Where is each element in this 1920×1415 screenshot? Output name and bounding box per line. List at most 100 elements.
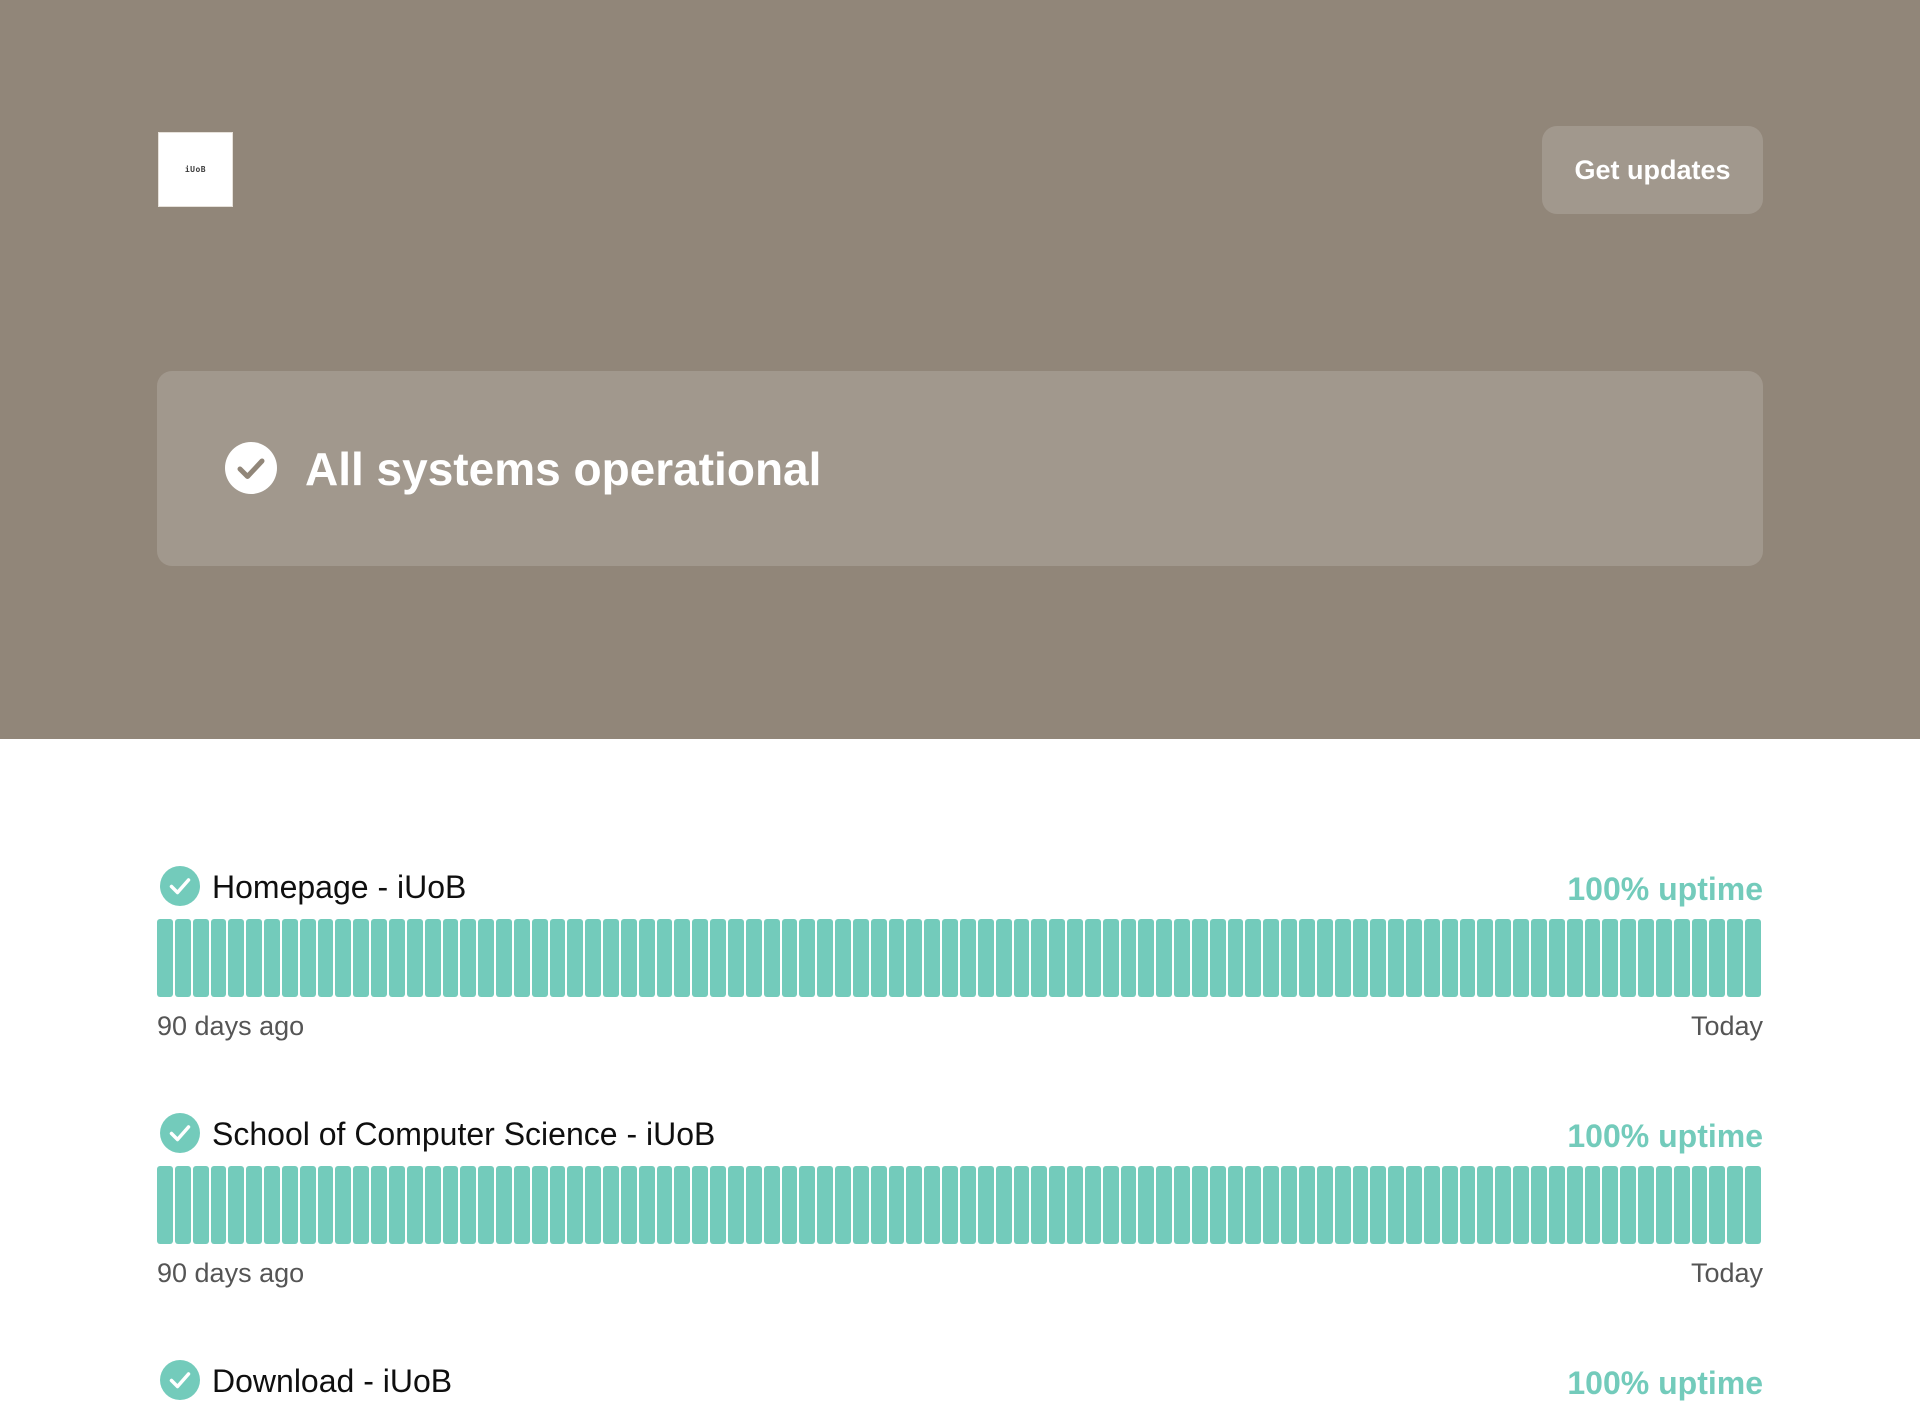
uptime-day-bar[interactable] [1334, 1166, 1351, 1244]
uptime-day-bar[interactable] [906, 919, 923, 997]
uptime-day-bar[interactable] [460, 919, 477, 997]
uptime-day-bar[interactable] [317, 919, 334, 997]
uptime-day-bar[interactable] [942, 919, 958, 997]
uptime-day-bar[interactable] [1245, 919, 1262, 997]
uptime-day-bar[interactable] [924, 1166, 941, 1244]
uptime-day-bar[interactable] [424, 1166, 441, 1244]
uptime-day-bar[interactable] [1602, 919, 1619, 997]
uptime-day-bar[interactable] [1191, 1166, 1208, 1244]
uptime-day-bar[interactable] [585, 1166, 602, 1244]
uptime-day-bar[interactable] [710, 919, 726, 997]
uptime-day-bar[interactable] [1406, 919, 1422, 997]
uptime-day-bar[interactable] [1638, 919, 1654, 997]
uptime-day-bar[interactable] [1102, 919, 1119, 997]
uptime-day-bar[interactable] [674, 1166, 691, 1244]
component-name[interactable]: Homepage - iUoB [212, 869, 467, 905]
uptime-day-bar[interactable] [1013, 1166, 1030, 1244]
uptime-day-bar[interactable] [1548, 919, 1565, 997]
uptime-day-bar[interactable] [317, 1166, 334, 1244]
uptime-day-bar[interactable] [157, 1166, 173, 1244]
uptime-day-bar[interactable] [174, 919, 191, 997]
uptime-day-bar[interactable] [531, 1166, 548, 1244]
uptime-day-bar[interactable] [299, 919, 316, 997]
uptime-day-bar[interactable] [977, 919, 994, 997]
uptime-day-bar[interactable] [531, 919, 548, 997]
uptime-day-bar[interactable] [1423, 1166, 1440, 1244]
uptime-day-bar[interactable] [406, 1166, 423, 1244]
uptime-day-bar[interactable] [620, 919, 637, 997]
uptime-day-bar[interactable] [1745, 919, 1761, 997]
uptime-day-bar[interactable] [1673, 919, 1690, 997]
uptime-day-bar[interactable] [692, 919, 709, 997]
uptime-day-bar[interactable] [1352, 919, 1369, 997]
uptime-day-bar[interactable] [371, 1166, 387, 1244]
uptime-day-bar[interactable] [496, 1166, 512, 1244]
uptime-day-bar[interactable] [1120, 1166, 1137, 1244]
uptime-day-bar[interactable] [728, 919, 744, 997]
uptime-day-bar[interactable] [1709, 919, 1726, 997]
uptime-day-bar[interactable] [852, 1166, 869, 1244]
uptime-day-bar[interactable] [1441, 919, 1458, 997]
uptime-day-bar[interactable] [1495, 1166, 1512, 1244]
component-name[interactable]: School of Computer Science - iUoB [212, 1116, 716, 1152]
uptime-day-bar[interactable] [1602, 1166, 1619, 1244]
uptime-day-bar[interactable] [1441, 1166, 1458, 1244]
uptime-day-bar[interactable] [1334, 919, 1351, 997]
uptime-day-bar[interactable] [1388, 1166, 1405, 1244]
uptime-day-bar[interactable] [585, 919, 602, 997]
uptime-day-bar[interactable] [1709, 1166, 1726, 1244]
site-logo[interactable]: iUoB [158, 132, 233, 207]
uptime-day-bar[interactable] [674, 919, 691, 997]
uptime-day-bar[interactable] [1084, 1166, 1101, 1244]
uptime-day-bar[interactable] [1227, 1166, 1244, 1244]
uptime-day-bar[interactable] [852, 919, 869, 997]
uptime-day-bar[interactable] [1031, 1166, 1048, 1244]
uptime-day-bar[interactable] [460, 1166, 477, 1244]
uptime-day-bar[interactable] [1281, 919, 1297, 997]
uptime-day-bar[interactable] [1745, 1166, 1761, 1244]
uptime-day-bar[interactable] [1281, 1166, 1297, 1244]
uptime-day-bar[interactable] [906, 1166, 923, 1244]
uptime-day-bar[interactable] [442, 919, 459, 997]
uptime-day-bar[interactable] [888, 919, 905, 997]
uptime-day-bar[interactable] [1263, 919, 1280, 997]
uptime-day-bar[interactable] [1156, 1166, 1173, 1244]
uptime-day-bar[interactable] [549, 919, 566, 997]
uptime-day-bar[interactable] [1191, 919, 1208, 997]
uptime-day-bar[interactable] [281, 1166, 298, 1244]
uptime-day-bar[interactable] [924, 919, 941, 997]
uptime-day-bar[interactable] [1316, 919, 1333, 997]
uptime-day-bar[interactable] [959, 1166, 976, 1244]
uptime-day-bar[interactable] [174, 1166, 191, 1244]
uptime-day-bar[interactable] [603, 919, 619, 997]
uptime-day-bar[interactable] [1691, 919, 1708, 997]
uptime-day-bar[interactable] [1174, 919, 1190, 997]
uptime-day-bar[interactable] [1620, 919, 1637, 997]
uptime-day-bar[interactable] [281, 919, 298, 997]
uptime-day-bar[interactable] [210, 919, 227, 997]
uptime-day-bar[interactable] [335, 1166, 352, 1244]
uptime-day-bar[interactable] [763, 1166, 780, 1244]
uptime-day-bar[interactable] [888, 1166, 905, 1244]
uptime-day-bar[interactable] [959, 919, 976, 997]
uptime-day-bar[interactable] [1530, 1166, 1547, 1244]
uptime-day-bar[interactable] [1049, 1166, 1066, 1244]
uptime-day-bar[interactable] [817, 919, 834, 997]
uptime-day-bar[interactable] [995, 1166, 1012, 1244]
uptime-day-bar[interactable] [995, 919, 1012, 997]
uptime-day-bar[interactable] [371, 919, 387, 997]
uptime-day-bar[interactable] [388, 919, 405, 997]
uptime-day-bar[interactable] [1388, 919, 1405, 997]
uptime-day-bar[interactable] [781, 919, 798, 997]
uptime-day-bar[interactable] [1067, 919, 1083, 997]
uptime-day-bar[interactable] [388, 1166, 405, 1244]
uptime-day-bar[interactable] [870, 1166, 887, 1244]
uptime-day-bar[interactable] [745, 919, 762, 997]
uptime-day-bar[interactable] [710, 1166, 726, 1244]
uptime-day-bar[interactable] [513, 919, 530, 997]
uptime-day-bar[interactable] [1209, 1166, 1226, 1244]
uptime-day-bar[interactable] [1316, 1166, 1333, 1244]
uptime-day-bar[interactable] [745, 1166, 762, 1244]
uptime-day-bar[interactable] [1477, 1166, 1494, 1244]
uptime-day-bar[interactable] [1245, 1166, 1262, 1244]
